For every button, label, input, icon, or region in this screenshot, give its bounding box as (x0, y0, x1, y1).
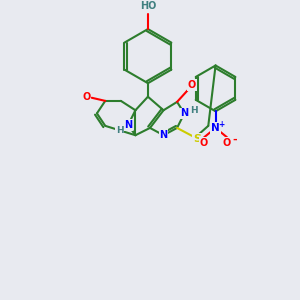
Text: O: O (188, 80, 196, 90)
Text: O: O (82, 92, 91, 102)
Text: O: O (200, 137, 208, 148)
Text: S: S (193, 134, 201, 144)
Text: O: O (223, 137, 231, 148)
Text: +: + (219, 120, 225, 129)
Text: -: - (232, 134, 237, 144)
Text: N: N (160, 130, 168, 140)
Text: N: N (124, 120, 132, 130)
Text: N: N (180, 108, 188, 118)
Text: H: H (116, 125, 124, 134)
Text: HO: HO (140, 1, 156, 11)
Text: N: N (211, 123, 220, 133)
Text: H: H (190, 106, 197, 115)
